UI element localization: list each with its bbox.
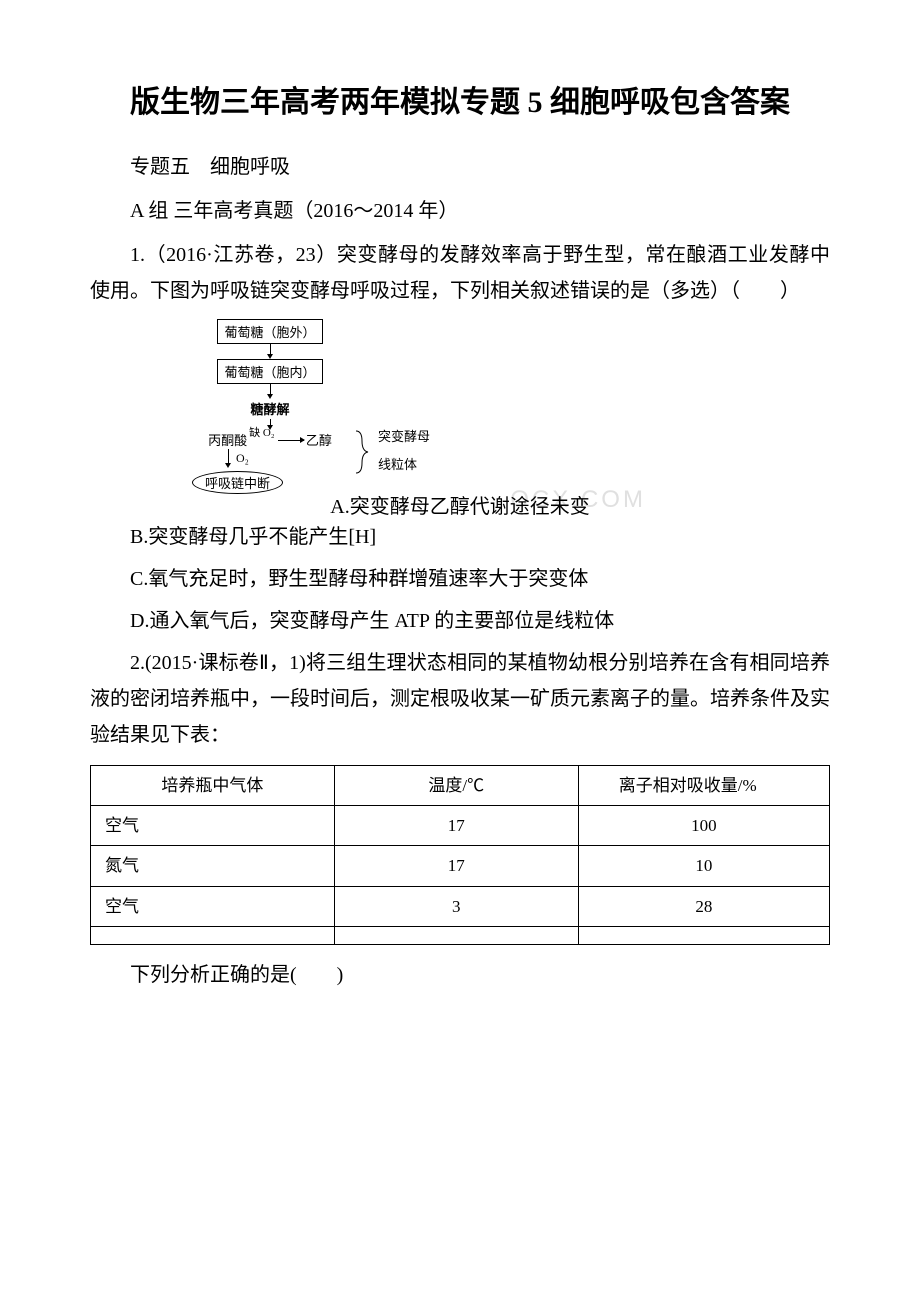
diagram-node-ethanol: 乙醇 [306,430,332,449]
table-cell-absorption: 28 [578,886,829,926]
subsection-heading: A 组 三年高考真题（2016～2014 年） [90,193,830,229]
table-header-temp: 温度/℃ [334,766,578,806]
table-empty-row [91,926,830,944]
table-row: 空气 3 28 [91,886,830,926]
question-1: 1.（2016·江苏卷，23）突变酵母的发酵效率高于野生型，常在酿酒工业发酵中使… [90,237,830,309]
table-row: 空气 17 100 [91,806,830,846]
question-1-option-c: C.氧气充足时，野生型酵母种群增殖速率大于突变体 [90,561,830,597]
experiment-table: 培养瓶中气体 温度/℃ 离子相对吸收量/% 空气 17 100 氮气 17 10… [90,765,830,945]
question-1-option-b: B.突变酵母几乎不能产生[H] [90,519,830,555]
diagram-node-pyruvate: 丙酮酸 [208,430,247,449]
diagram-label-o2: O₂ [236,451,249,466]
question-1-option-a: A.突变酵母乙醇代谢途径未变 [330,496,589,518]
table-cell-gas: 空气 [91,886,335,926]
diagram-node-glucose-inside: 葡萄糖（胞内） [217,359,322,384]
question-2: 2.(2015·课标卷Ⅱ，1)将三组生理状态相同的某植物幼根分别培养在含有相同培… [90,645,830,753]
table-cell-gas: 空气 [91,806,335,846]
table-header-absorption: 离子相对吸收量/% [578,766,829,806]
diagram-brace-mitochondria: 线粒体 [378,457,430,473]
document-title: 版生物三年高考两年模拟专题 5 细胞呼吸包含答案 [90,80,830,125]
watermark: A.突变酵母乙醇代谢途径未变 OCX.COM [90,490,830,519]
table-row: 氮气 17 10 [91,846,830,886]
diagram-node-glucose-outside: 葡萄糖（胞外） [217,319,322,344]
table-cell-temp: 17 [334,806,578,846]
question-1-option-d: D.通入氧气后，突变酵母产生 ATP 的主要部位是线粒体 [90,603,830,639]
question-2-tail: 下列分析正确的是( ) [90,957,830,993]
diagram-node-glycolysis: 糖酵解 [250,402,289,417]
table-cell-temp: 3 [334,886,578,926]
table-cell-temp: 17 [334,846,578,886]
table-header-row: 培养瓶中气体 温度/℃ 离子相对吸收量/% [91,766,830,806]
table-cell-absorption: 10 [578,846,829,886]
diagram-bracket [356,427,372,477]
diagram-brace-mutant: 突变酵母 [378,429,430,445]
diagram-label-lack-o2: 缺 O₂ [249,427,275,439]
table-cell-gas: 氮气 [91,846,335,886]
respiration-diagram: 葡萄糖（胞外） 葡萄糖（胞内） 糖酵解 丙酮酸 缺 O₂ 乙醇 O₂ 呼吸链中 [180,319,460,494]
table-cell-absorption: 100 [578,806,829,846]
table-header-gas: 培养瓶中气体 [91,766,335,806]
section-heading: 专题五 细胞呼吸 [90,149,830,185]
